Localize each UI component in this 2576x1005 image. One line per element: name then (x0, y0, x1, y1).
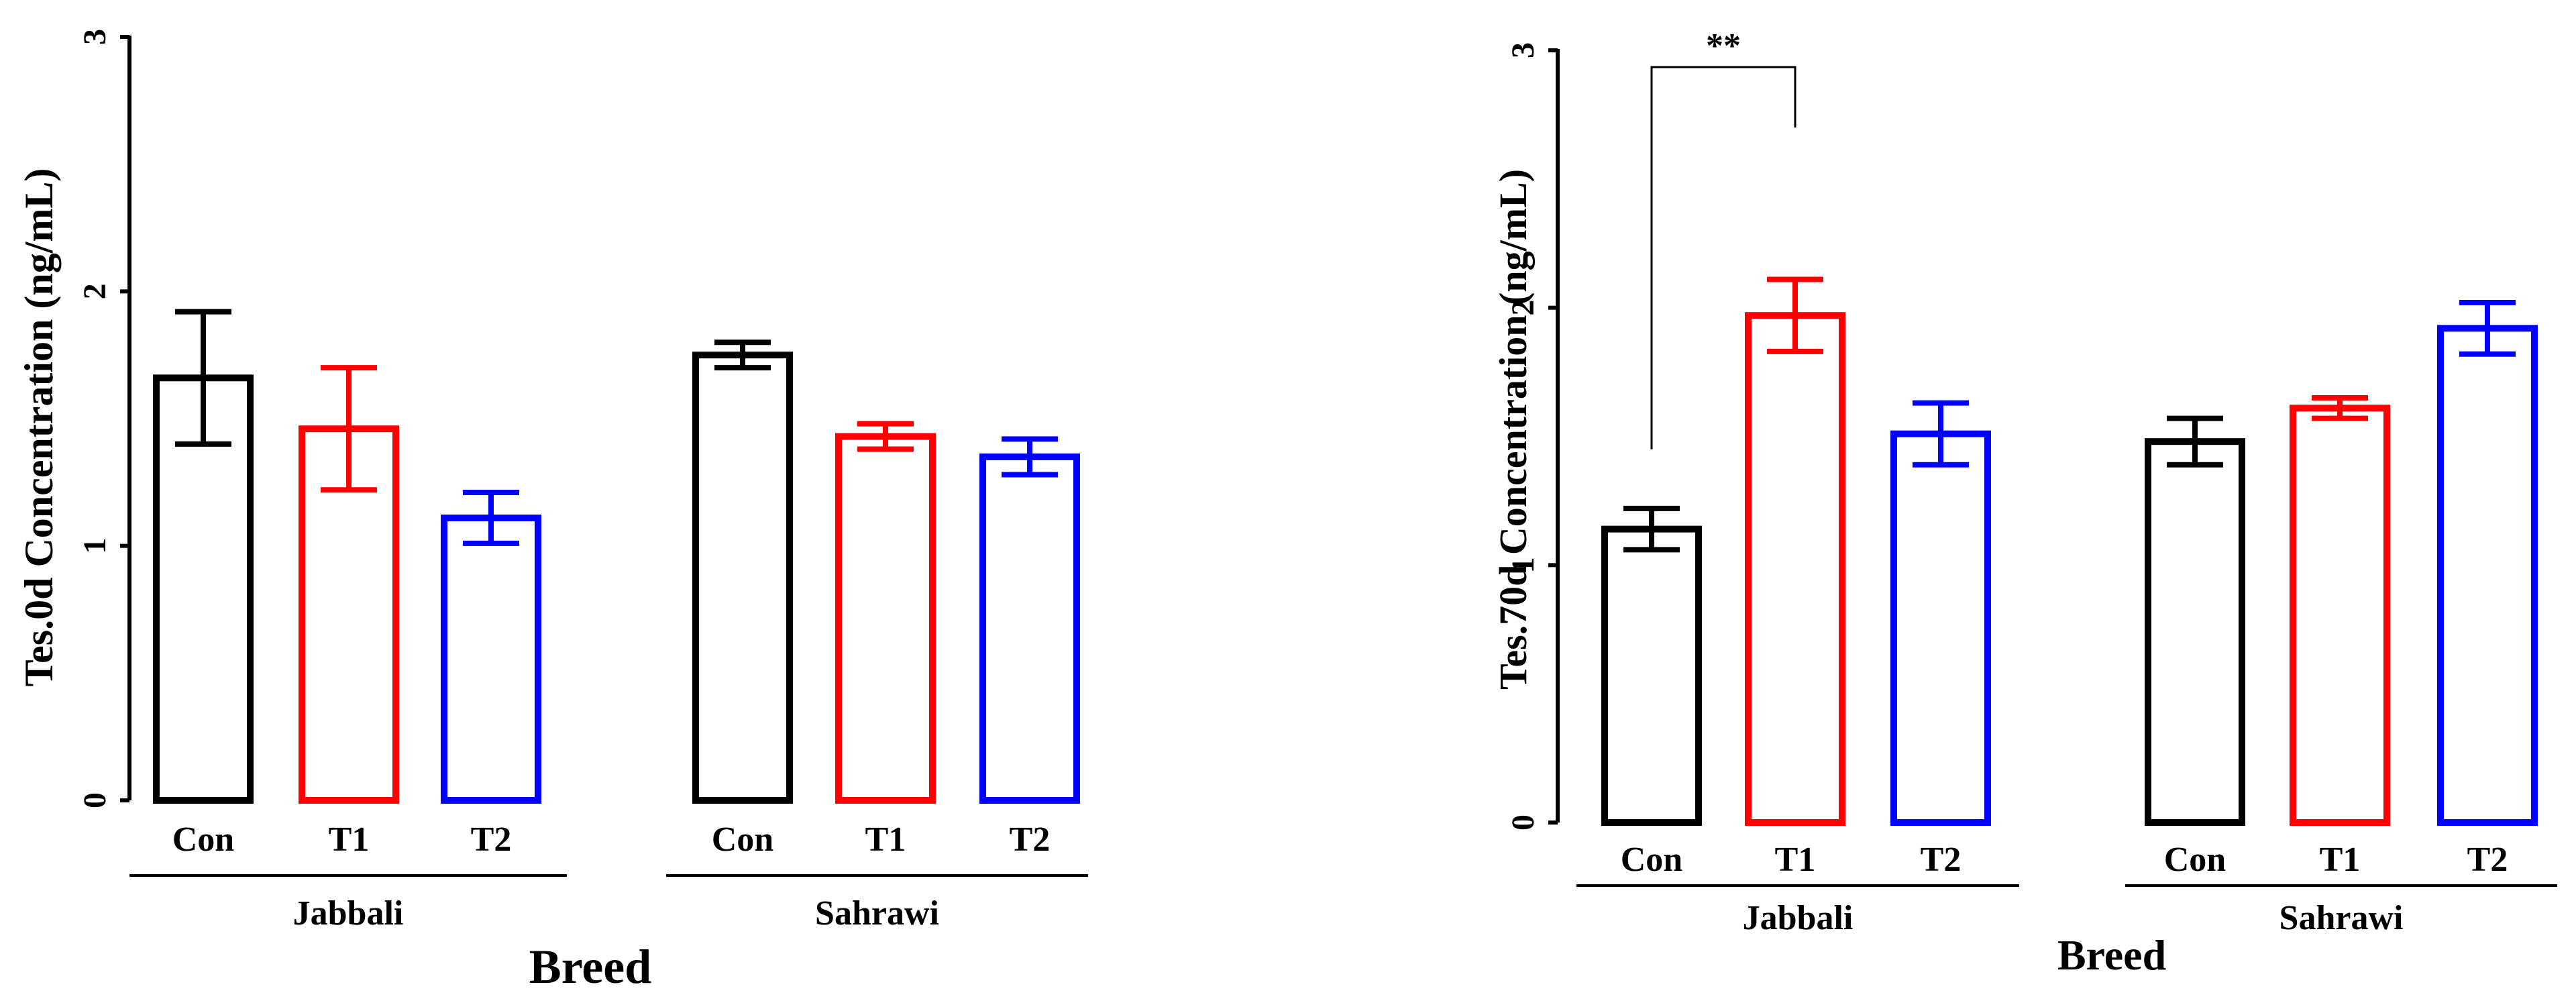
bar (1745, 312, 1845, 826)
category-label: Con (712, 821, 774, 859)
category-label: T1 (2320, 841, 2361, 879)
bar (441, 514, 541, 804)
bar (2437, 325, 2538, 826)
chart-marks-tes-0d: 0 1 2 3 Jabbali Con T1 T2 Sahrawi Con T1 T2 (77, 29, 1088, 933)
bar (1890, 430, 1991, 826)
significance-label: ** (1706, 27, 1741, 65)
y-axis-label: Tes.70d Concentration (ng/mL) (1491, 169, 1535, 690)
y-tick-label: 0 (77, 792, 113, 808)
bar (2290, 405, 2390, 826)
category-label: Con (1621, 841, 1683, 879)
y-tick-label: 2 (77, 283, 113, 299)
x-axis-label: Breed (2057, 931, 2166, 979)
group-label: Sahrawi (815, 894, 939, 933)
category-label: T2 (471, 821, 512, 859)
group-label: Jabbali (293, 894, 404, 933)
bar (979, 453, 1080, 804)
y-tick-label: 1 (1505, 557, 1541, 573)
y-tick-label: 1 (77, 538, 113, 554)
category-label: T1 (865, 821, 906, 859)
category-label: T2 (1921, 841, 1962, 879)
bar (835, 433, 936, 804)
group-label: Jabbali (1743, 899, 1854, 937)
category-label: T2 (1010, 821, 1051, 859)
category-label: Con (2164, 841, 2226, 879)
chart-marks-tes-70d: 0 1 2 3 Jabbali Con T1 T2 Sahrawi Con T1 T2 ** (1505, 27, 2557, 937)
bar (1601, 525, 1702, 826)
group-label: Sahrawi (2279, 899, 2404, 937)
y-tick-label: 3 (1505, 42, 1541, 58)
category-label: T1 (329, 821, 370, 859)
y-tick-label: 3 (77, 29, 113, 45)
chart-panel-tes-70d: 0 1 2 3 Jabbali Con T1 T2 Sahrawi Con T1 T2 ** Tes.7… (1491, 27, 2557, 979)
category-label: T1 (1775, 841, 1816, 879)
category-label: Con (172, 821, 235, 859)
x-axis-label: Breed (529, 940, 652, 994)
significance-bracket (1650, 66, 1796, 449)
y-axis-label: Tes.0d Concentration (ng/mL) (17, 168, 61, 687)
y-tick-label: 0 (1505, 814, 1541, 831)
category-label: T2 (2467, 841, 2508, 879)
chart-panel-tes-0d: 0 1 2 3 Jabbali Con T1 T2 Sahrawi Con T1 T2 Tes.0d … (17, 29, 1088, 994)
bar (692, 352, 793, 804)
bar (2145, 438, 2245, 826)
y-tick-label: 2 (1505, 300, 1541, 316)
